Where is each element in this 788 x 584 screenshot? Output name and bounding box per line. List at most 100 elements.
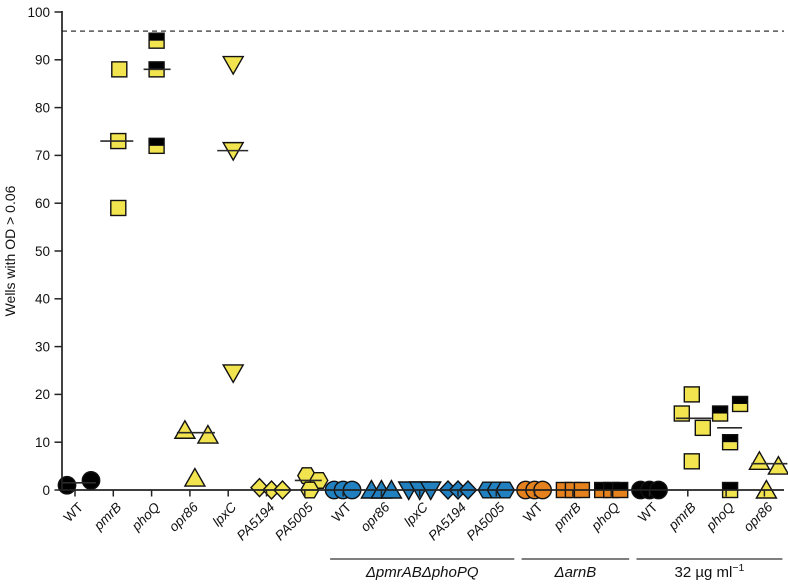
x-tick-label-WT: WT (61, 500, 86, 525)
marker-half-bottom (712, 413, 728, 422)
y-tick-label: 100 (27, 5, 50, 20)
marker-shape (683, 386, 700, 403)
x-tick-label-PA5005: PA5005 (464, 499, 508, 543)
marker-half-bottom (149, 145, 165, 154)
x-tick-label-WT: WT (635, 500, 660, 525)
data-point-square (111, 61, 128, 78)
marker-shape (767, 455, 788, 475)
marker-half-top (603, 482, 619, 490)
data-point-square (694, 419, 711, 437)
marker-shape (57, 475, 77, 495)
y-tick-label: 70 (35, 148, 50, 163)
marker-half-top (722, 434, 738, 443)
marker-shape (221, 55, 245, 76)
x-tick-label-lpxC: lpxC (401, 499, 431, 529)
marker-half-bottom (722, 442, 738, 450)
marker-half-top (712, 406, 728, 414)
x-tick-label-phoQ: phoQ (128, 499, 163, 534)
marker-shape (694, 419, 711, 437)
y-tick-label: 10 (35, 435, 50, 450)
x-tick-label-pmrB: pmrB (665, 500, 699, 534)
x-tick-label-opr86: opr86 (740, 499, 775, 534)
marker-shape (711, 405, 729, 422)
marker-shape (111, 61, 128, 78)
data-point-triangle-up (173, 419, 197, 439)
data-point-circle (81, 471, 101, 490)
data-point-circle (57, 475, 77, 495)
marker-shape (173, 419, 197, 439)
group-label: ΔpmrABΔphoPQ (365, 564, 479, 581)
x-tick-label-WT: WT (520, 500, 545, 525)
data-point-square-half-black (148, 137, 165, 155)
marker-half-top (149, 33, 165, 41)
marker-shape (148, 137, 165, 155)
x-tick-label-PA5005: PA5005 (272, 499, 316, 543)
data-point-square-half-black (148, 32, 165, 49)
marker-half-bottom (594, 490, 610, 498)
x-tick-label-pmrB: pmrB (90, 500, 124, 534)
x-tick-label-phoQ: phoQ (588, 499, 623, 534)
y-tick-label: 80 (35, 100, 50, 115)
data-point-triangle-down (221, 55, 245, 76)
marker-shape (683, 453, 700, 470)
marker-shape (721, 434, 739, 451)
y-axis-title: Wells with OD > 0.06 (2, 185, 18, 316)
x-tick-label-phoQ: phoQ (703, 499, 738, 534)
marker-half-bottom (722, 490, 738, 498)
data-point-square (683, 386, 700, 403)
marker-shape (673, 405, 690, 422)
data-point-triangle-up (183, 467, 207, 487)
marker-half-top (149, 138, 165, 146)
data-point-triangle-up (196, 424, 220, 444)
y-tick-label: 90 (35, 53, 50, 68)
marker-half-top (722, 482, 738, 490)
group-label: ΔarnB (554, 564, 597, 581)
data-point-square-half-black (721, 434, 739, 451)
marker-shape (221, 364, 245, 384)
y-tick-label: 60 (35, 196, 50, 211)
marker-half-bottom (149, 69, 165, 77)
marker-half-top (732, 396, 748, 404)
data-point-square (110, 199, 127, 217)
data-point-triangle-up (767, 455, 788, 475)
marker-half-top (149, 61, 165, 70)
data-point-triangle-up (748, 450, 771, 471)
data-point-square (683, 453, 700, 470)
axes-layer (54, 11, 784, 497)
x-tick-label-PA5194: PA5194 (234, 500, 278, 544)
data-point-triangle-down (221, 364, 245, 384)
marker-shape (110, 199, 127, 217)
x-tick-label-opr86: opr86 (357, 499, 392, 534)
y-tick-label: 50 (35, 244, 50, 259)
marker-half-bottom (612, 490, 628, 498)
marker-shape (148, 32, 165, 49)
group-label: 32 µg ml−1 (675, 562, 745, 581)
marker-half-top (612, 482, 628, 490)
x-tick-label-pmrB: pmrB (550, 500, 584, 534)
marker-shape (748, 450, 771, 471)
marker-shape (731, 395, 749, 413)
y-tick-label: 20 (35, 387, 50, 402)
x-tick-label-opr86: opr86 (166, 499, 201, 534)
marker-half-bottom (149, 40, 165, 49)
marker-half-bottom (732, 403, 748, 412)
marker-shape (250, 477, 269, 498)
marker-shape (196, 424, 220, 444)
data-point-square (673, 405, 690, 422)
x-tick-label-WT: WT (329, 500, 354, 525)
marker-shape (183, 467, 207, 487)
data-points-layer (57, 32, 788, 501)
marker-shape (81, 471, 101, 490)
x-tick-label-PA5194: PA5194 (425, 500, 469, 544)
data-point-diamond (250, 477, 269, 498)
y-tick-label: 30 (35, 339, 50, 354)
y-tick-label: 40 (35, 292, 50, 307)
data-point-square-half-black (711, 405, 729, 422)
data-point-square-half-black (731, 395, 749, 413)
y-tick-label: 0 (42, 483, 50, 498)
median-lines-layer (61, 68, 788, 484)
marker-half-top (594, 482, 610, 490)
x-tick-label-lpxC: lpxC (210, 499, 240, 529)
